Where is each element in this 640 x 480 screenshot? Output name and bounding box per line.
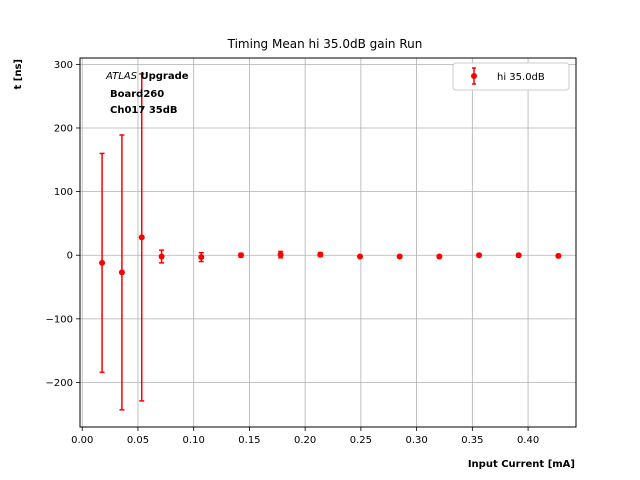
data-point	[237, 252, 244, 259]
x-axis-label: Input Current [mA]	[468, 459, 575, 470]
legend-label: hi 35.0dB	[497, 72, 545, 83]
x-tick-label: 0.40	[517, 435, 539, 446]
data-point	[396, 253, 403, 260]
legend-marker	[471, 73, 477, 79]
chart-title: Timing Mean hi 35.0dB gain Run	[227, 37, 423, 51]
data-point	[515, 252, 522, 259]
x-tick-label: 0.25	[350, 435, 372, 446]
x-tick-label: 0.05	[127, 435, 149, 446]
y-axis-ticks: −200 −100 0 100 200 300	[46, 60, 80, 389]
board-annotation: Board260	[110, 89, 164, 100]
data-point	[317, 251, 324, 258]
plot-frame	[79, 57, 577, 428]
atlas-annotation: ATLAS Upgrade	[105, 71, 189, 82]
legend-box	[452, 62, 570, 91]
data-point	[198, 254, 205, 261]
y-tick-label: 200	[54, 123, 73, 134]
y-tick-label: −100	[46, 314, 73, 325]
y-tick-label: 100	[54, 187, 73, 198]
x-axis-ticks: 0.00 0.05 0.10 0.15 0.20 0.25 0.30 0.35 0.40	[71, 427, 539, 446]
y-tick-label: −200	[46, 378, 73, 389]
data-point	[436, 253, 443, 260]
x-tick-label: 0.20	[294, 435, 316, 446]
data-point	[99, 259, 106, 266]
x-tick-label: 0.15	[238, 435, 260, 446]
grid	[80, 58, 576, 427]
data-point	[118, 269, 125, 276]
x-tick-label: 0.35	[461, 435, 483, 446]
data-point	[555, 252, 562, 259]
atlas-italic: ATLAS	[105, 71, 138, 82]
legend: hi 35.0dB	[452, 62, 570, 91]
data-point	[138, 234, 145, 241]
channel-annotation: Ch017 35dB	[110, 105, 178, 116]
atlas-upgrade: Upgrade	[137, 71, 189, 82]
y-tick-label: 0	[67, 251, 73, 262]
data-point	[277, 251, 284, 258]
x-tick-label: 0.30	[405, 435, 427, 446]
x-tick-label: 0.00	[71, 435, 93, 446]
y-axis-label: t [ns]	[13, 59, 24, 89]
x-tick-label: 0.10	[183, 435, 205, 446]
data-points	[99, 234, 562, 276]
data-point	[476, 252, 483, 259]
data-point	[356, 253, 363, 260]
data-point	[158, 253, 165, 260]
y-tick-label: 300	[54, 60, 73, 71]
